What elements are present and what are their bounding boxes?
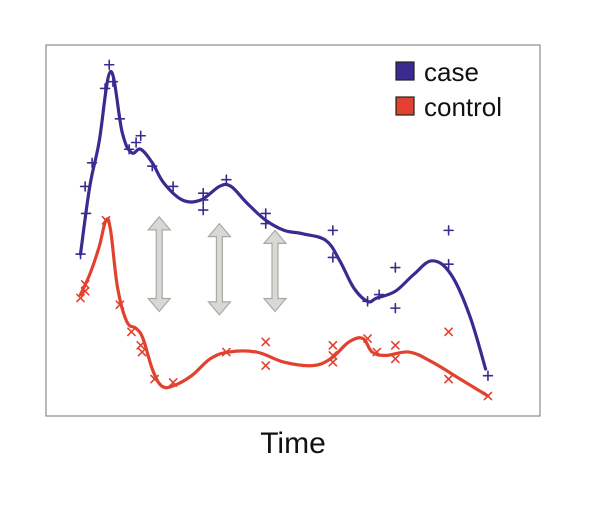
control-point [101, 215, 111, 225]
case-point [86, 157, 98, 169]
case-point [146, 160, 158, 172]
case-point [373, 289, 385, 300]
control-point [115, 300, 125, 310]
legend-label-case: case [424, 57, 479, 87]
double-arrow-3 [262, 229, 288, 313]
case-point [197, 187, 209, 199]
x-axis-label: Time [260, 427, 326, 460]
case-point [135, 130, 147, 142]
case-point [221, 174, 232, 185]
case-point [390, 262, 401, 273]
control-point [221, 347, 231, 357]
legend-swatch-control [395, 96, 415, 116]
control-point [372, 347, 382, 357]
case-point [443, 225, 454, 236]
case-point [327, 252, 339, 263]
legend: case control [395, 57, 502, 122]
control-point [444, 327, 454, 337]
case-point [260, 208, 272, 219]
case-point [362, 296, 373, 307]
control-point [80, 286, 90, 296]
case-point [260, 218, 272, 229]
case-point [99, 83, 111, 94]
case-point [123, 143, 135, 155]
case-point [75, 248, 86, 260]
legend-swatch-case [395, 61, 415, 81]
case-point [130, 137, 142, 148]
difference-arrows [146, 215, 288, 316]
case-point [107, 76, 119, 87]
control-point [328, 357, 338, 367]
case-point [79, 181, 91, 192]
control-point [390, 340, 400, 350]
control-point [261, 361, 271, 370]
legend-label-control: control [424, 92, 502, 122]
case-point [482, 370, 494, 382]
control-point [150, 374, 159, 384]
case-point [390, 302, 401, 314]
control-point [127, 327, 136, 337]
control-point [168, 378, 178, 387]
series-markers [75, 59, 494, 401]
control-point [483, 391, 493, 401]
control-point [444, 374, 454, 384]
control-point [76, 293, 85, 303]
control-point [328, 340, 338, 350]
case-point [327, 225, 339, 236]
case-point [197, 204, 209, 216]
control-point [328, 351, 338, 360]
control-point [363, 334, 372, 343]
case-point [443, 258, 454, 270]
control-point [137, 347, 147, 357]
control-point [80, 280, 90, 289]
case-point [80, 208, 92, 219]
case-point [114, 113, 126, 125]
case-point [167, 181, 179, 192]
case-point [103, 59, 115, 71]
control-point [390, 354, 400, 364]
double-arrow-2 [207, 222, 232, 316]
control-point [261, 337, 271, 347]
case-curve [78, 69, 488, 371]
plot-frame [45, 44, 541, 417]
double-arrow-1 [146, 215, 172, 313]
